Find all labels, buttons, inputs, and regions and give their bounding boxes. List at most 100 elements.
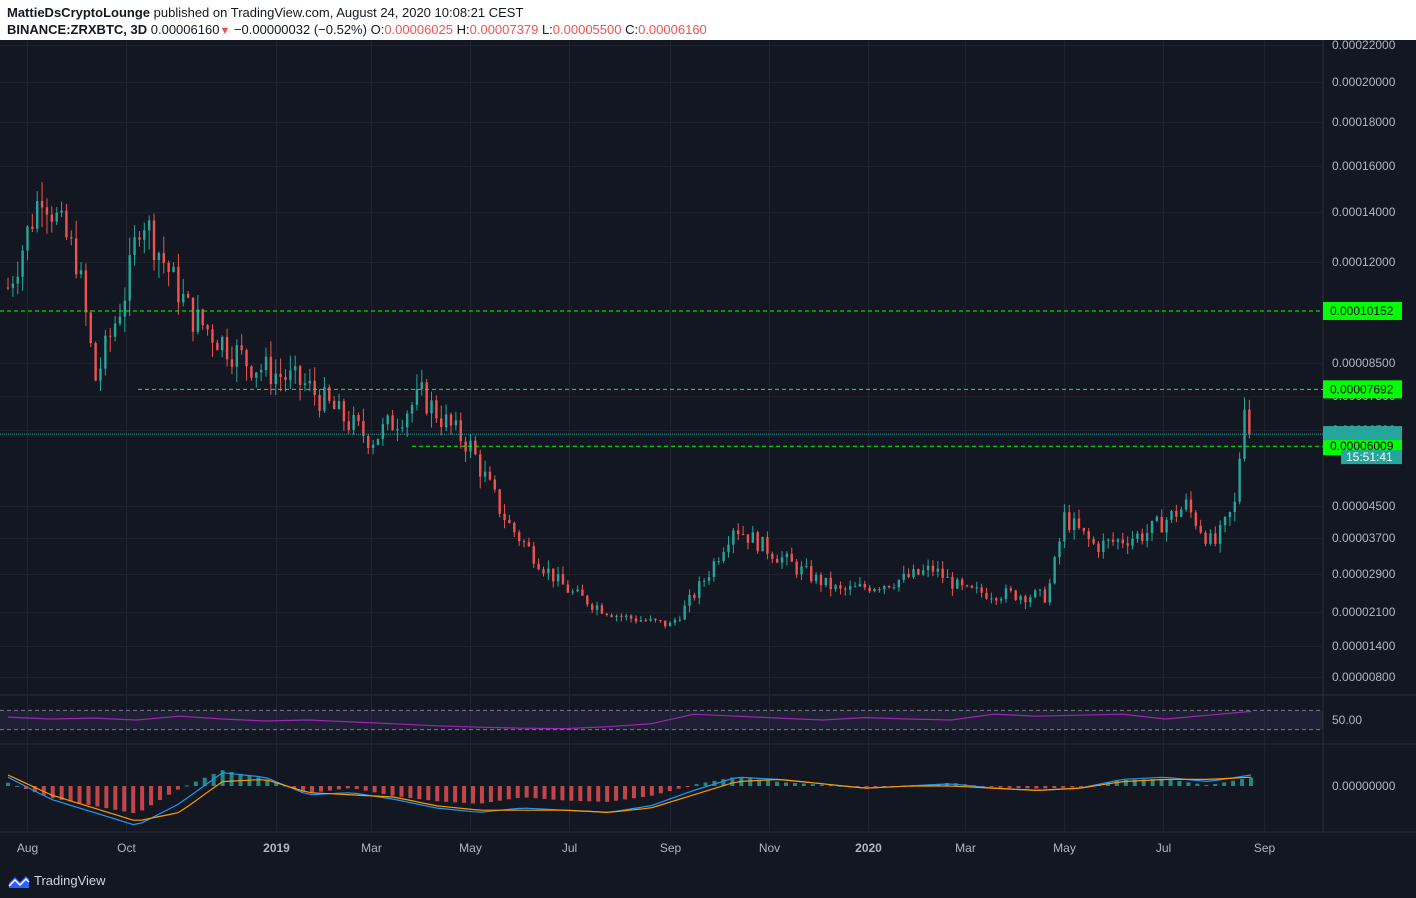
high-value: 0.00007379 — [469, 22, 539, 37]
macd-histogram-bar — [783, 782, 788, 786]
candle-body — [517, 532, 521, 542]
y-tick-label: 0.00004500 — [1332, 499, 1396, 513]
candle-body — [800, 566, 803, 575]
candle-body — [493, 479, 497, 490]
tradingview-brand[interactable]: TradingView — [34, 873, 106, 888]
candle-body — [31, 226, 34, 229]
candle-body — [1189, 499, 1193, 513]
candle-body — [1170, 511, 1173, 520]
candle-body — [1180, 509, 1183, 517]
macd-histogram-bar — [86, 786, 91, 805]
candle-body — [1218, 525, 1222, 544]
candle-body — [931, 565, 935, 572]
candle-body — [537, 563, 540, 570]
candle-body — [727, 544, 730, 553]
candle-body — [269, 356, 273, 385]
candle-body — [965, 585, 969, 587]
macd-histogram-bar — [605, 786, 610, 802]
macd-histogram-bar — [318, 786, 323, 792]
candle-body — [449, 414, 453, 426]
symbol-label[interactable]: BINANCE:ZRXBTC, 3D — [7, 22, 148, 37]
candle-body — [21, 250, 24, 277]
candle-body — [532, 546, 535, 564]
y-tick-label: 0.00001400 — [1332, 639, 1396, 653]
candle-body — [663, 620, 667, 627]
macd-histogram-bar — [667, 786, 672, 791]
macd-histogram-bar — [828, 785, 833, 787]
macd-histogram-bar — [873, 786, 878, 788]
y-tick-label: 0.00003700 — [1332, 531, 1396, 545]
candle-body — [381, 424, 385, 439]
candle-body — [834, 585, 837, 590]
candle-body — [926, 565, 930, 571]
candle-body — [386, 415, 389, 425]
candle-body — [104, 335, 107, 369]
candle-body — [308, 380, 312, 384]
candle-body — [430, 400, 433, 414]
author-name[interactable]: MattieDsCryptoLounge — [7, 5, 150, 20]
candle-body — [810, 565, 813, 582]
candle-body — [191, 297, 195, 332]
macd-histogram-bar — [819, 784, 824, 786]
chart-canvas[interactable]: Aug Oct 2019 Mar May Jul Sep Nov 2020 Mar May Jul Se… — [0, 40, 1416, 866]
candle-body — [761, 536, 764, 552]
macd-histogram-bar — [631, 786, 636, 799]
candle-body — [1077, 518, 1081, 528]
candle-body — [785, 553, 789, 558]
candle-body — [936, 568, 940, 572]
macd-histogram-bar — [1213, 784, 1218, 786]
macd-histogram-bar — [327, 786, 332, 791]
x-tick-label: May — [1053, 841, 1076, 855]
low-value: 0.00005500 — [552, 22, 622, 37]
candle-body — [65, 210, 68, 238]
candle-body — [245, 350, 248, 367]
tradingview-logo-icon[interactable] — [8, 874, 30, 890]
x-tick-label: Jul — [1156, 841, 1171, 855]
candle-body — [1043, 589, 1047, 603]
macd-histogram-bar — [23, 786, 28, 790]
candle-body — [328, 387, 331, 401]
close-value: 0.00006160 — [638, 22, 707, 37]
candle-body — [542, 569, 545, 574]
candle-body — [420, 382, 423, 389]
candle-body — [693, 594, 696, 598]
macd-histogram-bar — [596, 786, 601, 802]
candle-body — [498, 489, 501, 514]
candle-body — [464, 441, 467, 452]
candle-body — [873, 589, 876, 592]
y-tick-label: 0.00018000 — [1332, 115, 1396, 129]
candle-body — [182, 293, 185, 303]
chart-header: MattieDsCryptoLounge published on Tradin… — [0, 0, 1416, 40]
macd-histogram-bar — [256, 777, 261, 786]
candle-body — [196, 309, 200, 332]
macd-histogram-bar — [757, 779, 762, 786]
candle-body — [454, 420, 458, 426]
candle-body — [960, 579, 964, 586]
candle-body — [780, 557, 784, 563]
candle-body — [775, 558, 779, 563]
macd-histogram-bar — [649, 786, 654, 796]
candle-body — [1068, 512, 1071, 531]
candle-body — [376, 438, 380, 445]
candle-body — [1019, 596, 1022, 600]
candle-body — [678, 619, 682, 621]
candle-body — [264, 356, 268, 370]
macd-y-tick-label: 0.00000000 — [1332, 779, 1396, 793]
candle-body — [615, 615, 618, 618]
macd-histogram-bar — [855, 786, 860, 787]
candle-body — [133, 237, 136, 256]
macd-histogram-bar — [1150, 779, 1155, 786]
low-label: L: — [541, 22, 553, 37]
macd-histogram-bar — [372, 786, 377, 793]
candle-body — [644, 620, 647, 622]
candle-body — [147, 220, 151, 231]
level-price-tag — [1323, 301, 1402, 320]
x-tick-label: Jul — [562, 841, 577, 855]
macd-histogram-bar — [274, 782, 279, 786]
macd-histogram-bar — [41, 786, 46, 796]
macd-histogram-bar — [551, 786, 556, 800]
candle-body — [474, 440, 477, 455]
macd-histogram-bar — [479, 786, 484, 804]
candle-body — [1029, 597, 1032, 603]
macd-histogram — [6, 770, 1253, 814]
